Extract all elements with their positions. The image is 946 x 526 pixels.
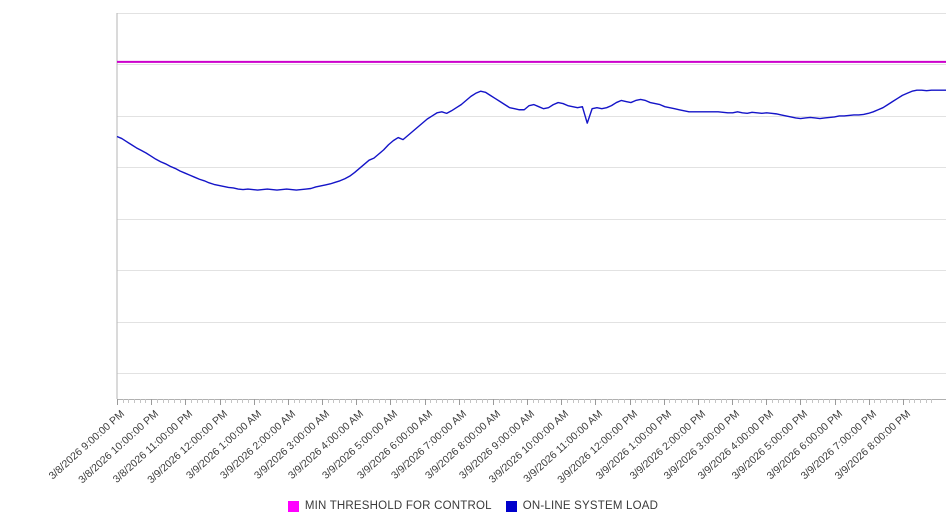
- legend-label-system-load: ON-LINE SYSTEM LOAD: [522, 500, 659, 512]
- gridlines: [117, 13, 946, 374]
- legend-entry-system-load[interactable]: ON-LINE SYSTEM LOAD: [505, 500, 659, 512]
- legend-label-min-threshold: MIN THRESHOLD FOR CONTROL: [304, 500, 492, 512]
- x-axis-labels: 3/8/2026 9:00:00 PM 3/8/2026 10:00:00 PM 3…: [0, 400, 946, 500]
- legend-swatch-min-threshold: [287, 500, 299, 512]
- x-axis-ticks: [117, 399, 932, 405]
- system-load-series: [116, 89, 946, 191]
- legend-entry-min-threshold[interactable]: MIN THRESHOLD FOR CONTROL: [287, 500, 492, 512]
- chart-plot-area: [116, 13, 946, 405]
- chart-legend: MIN THRESHOLD FOR CONTROL ON-LINE SYSTEM…: [0, 496, 946, 516]
- legend-swatch-system-load: [505, 500, 517, 512]
